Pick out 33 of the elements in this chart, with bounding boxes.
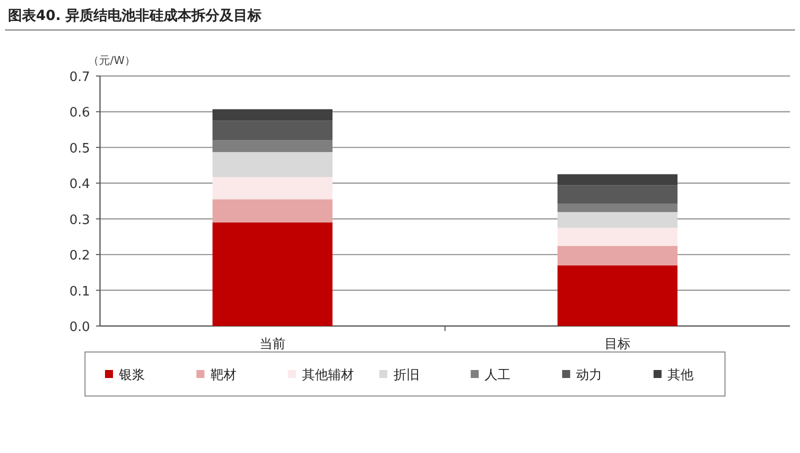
- legend-label: 动力: [576, 368, 602, 383]
- y-tick-label: 0.0: [69, 320, 90, 335]
- bar: [212, 140, 332, 152]
- bar: [558, 204, 678, 212]
- bar: [558, 228, 678, 246]
- legend-label: 靶材: [210, 368, 236, 383]
- bar: [558, 212, 678, 228]
- bar: [212, 177, 332, 200]
- y-tick-label: 0.6: [69, 106, 90, 121]
- bar: [212, 222, 332, 326]
- bar: [558, 185, 678, 204]
- bar: [212, 199, 332, 222]
- x-tick-label: 当前: [260, 337, 286, 352]
- y-tick-label: 0.7: [69, 70, 90, 85]
- y-tick-label: 0.5: [69, 141, 90, 156]
- legend-label: 银浆: [118, 368, 145, 383]
- y-tick-label: 0.4: [69, 177, 90, 192]
- bar: [558, 246, 678, 266]
- chart-title: 图表40. 异质结电池非硅成本拆分及目标: [8, 7, 262, 24]
- bar: [212, 152, 332, 178]
- y-tick-label: 0.3: [69, 212, 90, 228]
- legend-label: 其他辅材: [302, 368, 354, 383]
- y-tick-label: 0.1: [69, 284, 90, 300]
- bar: [558, 174, 678, 186]
- legend-label: 折旧: [393, 368, 420, 383]
- y-tick-label: 0.2: [69, 248, 90, 264]
- legend-label: 其他: [668, 368, 694, 383]
- bar: [212, 120, 332, 140]
- bar: [558, 265, 678, 326]
- legend-label: 人工: [484, 368, 511, 383]
- y-axis-title: （元/W）: [88, 54, 136, 67]
- x-tick-label: 目标: [604, 337, 630, 352]
- bar: [212, 109, 332, 121]
